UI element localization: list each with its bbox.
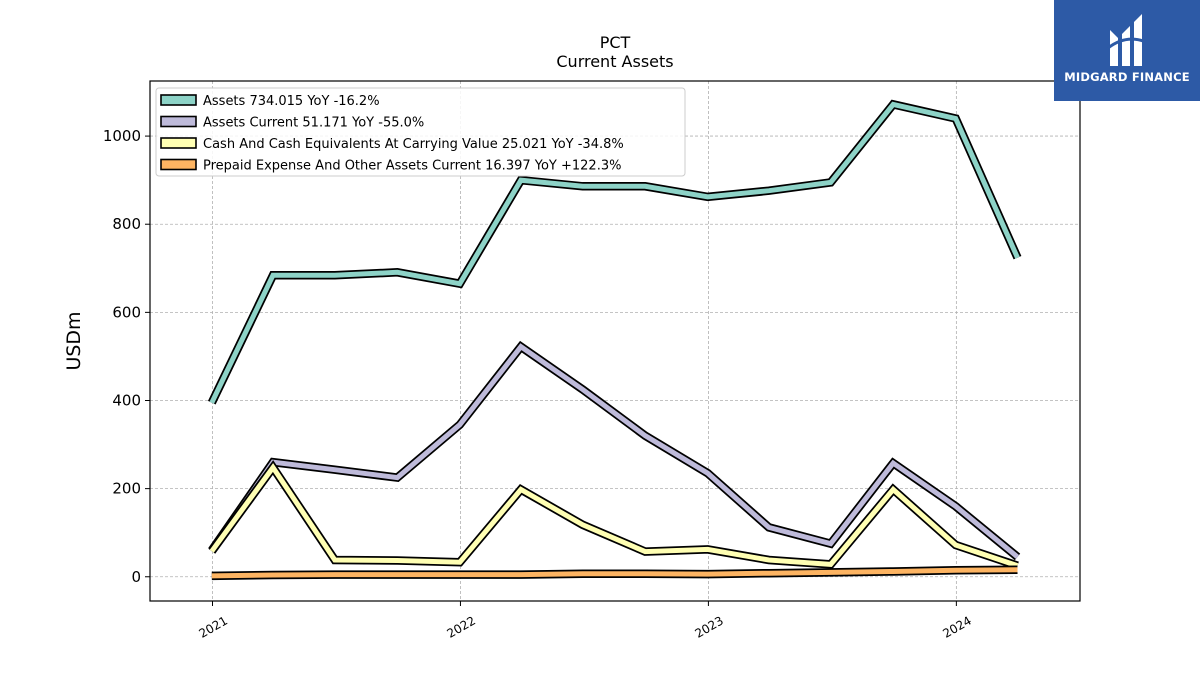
x-tick-label: 2023 [692,613,725,640]
y-tick-label: 400 [112,391,141,409]
legend-frame [155,87,686,177]
chart-subtitle: Current Assets [556,52,673,71]
brand-logo: MIDGARD FINANCE [1054,0,1200,101]
series-outline [208,460,1019,570]
x-tick-label: 2021 [197,613,230,640]
legend-label: Prepaid Expense And Other Assets Current… [203,159,621,174]
x-axis: 2021 2022 2023 2024 [197,601,974,641]
x-tick-label: 2022 [444,613,477,640]
legend-swatch [160,158,197,171]
series-lines [207,99,1022,581]
brand-mark-icon [1107,14,1147,66]
chart-title: PCT [600,33,631,52]
y-tick-label: 800 [112,215,141,233]
legend-label: Assets 734.015 YoY -16.2% [203,94,380,109]
y-tick-label: 1000 [103,127,141,145]
y-tick-label: 200 [112,480,141,498]
series-line [209,101,1020,404]
y-axis: 0 200 400 600 800 1000 [103,127,150,586]
y-tick-label: 0 [131,568,141,586]
legend-swatch [160,94,197,106]
series-line [211,567,1018,579]
x-tick-label: 2024 [940,613,973,640]
series-outline [208,340,1021,561]
legend-swatch [160,115,197,128]
series-line [209,463,1019,569]
legend: Assets 734.015 YoY -16.2% Assets Current … [155,87,686,177]
brand-name: MIDGARD FINANCE [1064,70,1190,84]
series-line [209,343,1020,559]
plot-frame [149,80,1081,602]
y-axis-label: USDm [63,311,85,370]
legend-swatch [160,137,197,149]
legend-label: Assets Current 51.171 YoY -55.0% [203,116,424,131]
legend-label: Cash And Cash Equivalents At Carrying Va… [203,137,624,152]
y-tick-label: 600 [112,303,141,321]
